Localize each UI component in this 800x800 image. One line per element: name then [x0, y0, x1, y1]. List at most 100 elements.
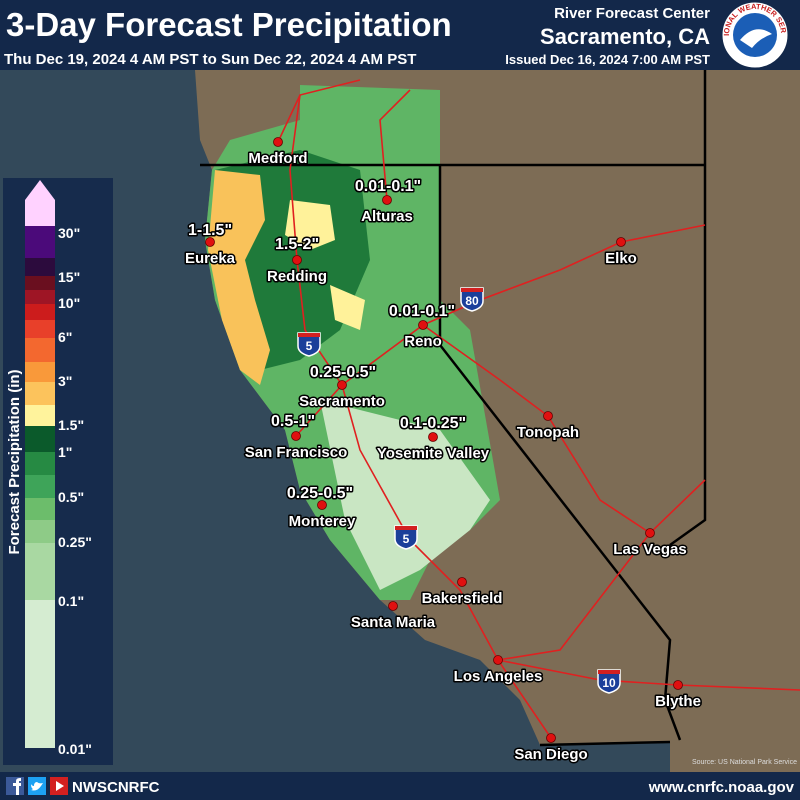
source: Source: US National Park Service [692, 759, 797, 766]
highway-number: 5 [403, 532, 410, 546]
highway-shield [394, 525, 418, 550]
state-borders [200, 70, 707, 747]
subtitle: Thu Dec 19, 2024 4 AM PST to Sun Dec 22,… [4, 51, 416, 68]
city-label: Eureka [185, 250, 236, 267]
legend-label: 0.1" [58, 593, 84, 609]
city-label: Las Vegas [613, 541, 686, 558]
city-dot [205, 237, 215, 247]
legend-band [25, 304, 55, 320]
amount-label: 0.25-0.5" [287, 485, 353, 502]
legend-label: 0.25" [58, 534, 92, 550]
legend-label: 1" [58, 444, 72, 460]
city-dot [291, 431, 301, 441]
legend-title: Forecast Precipitation (in) [6, 369, 23, 554]
city-label: San Diego [514, 746, 587, 763]
legend-band [25, 362, 55, 382]
city-dot [273, 137, 283, 147]
city-dot [337, 380, 347, 390]
legend-band [25, 338, 55, 362]
center: River Forecast Center [554, 5, 710, 22]
highway-shield-top [298, 333, 320, 337]
city-dot [317, 500, 327, 510]
city-dot [543, 411, 553, 421]
city-label: Sacramento [299, 393, 385, 410]
city-dot [388, 601, 398, 611]
legend-band [25, 320, 55, 338]
highway-number: 5 [306, 339, 313, 353]
city-dot [493, 655, 503, 665]
city-label: Bakersfield [422, 590, 503, 607]
legend-band [25, 600, 55, 748]
highway-number: 80 [465, 294, 479, 308]
title: 3-Day Forecast Precipitation [6, 6, 452, 43]
amount-label: 0.01-0.1" [355, 178, 421, 195]
amount-label: 0.25-0.5" [310, 364, 376, 381]
city-dot [616, 237, 626, 247]
city-dot [546, 733, 556, 743]
header-bar [0, 0, 800, 70]
footer-bar [0, 772, 800, 800]
city-label: Los Angeles [454, 668, 543, 685]
amount-label: 1.5-2" [275, 236, 319, 253]
amount-label: 0.5-1" [271, 413, 315, 430]
legend-bar [25, 180, 55, 748]
legend-band [25, 226, 55, 258]
city-label: Reno [404, 333, 442, 350]
legend-band [25, 498, 55, 520]
precip-lightest [320, 400, 490, 590]
legend-band [25, 520, 55, 543]
legend-label: 3" [58, 373, 72, 389]
city-label: Alturas [361, 208, 413, 225]
highway-shield-top [461, 288, 483, 292]
precip-orange [208, 170, 270, 385]
city-dot [292, 255, 302, 265]
city-label: Redding [267, 268, 327, 285]
amount-label: 0.01-0.1" [389, 303, 455, 320]
legend-label: 1.5" [58, 417, 84, 433]
legend-band [25, 426, 55, 452]
legend-band [25, 452, 55, 475]
city-dot [673, 680, 683, 690]
social-icons [6, 777, 68, 795]
legend-band [25, 405, 55, 426]
highway-shield-top [598, 670, 620, 674]
legend-band [25, 382, 55, 405]
highway-shield [460, 287, 484, 312]
amount-label: 0.1-0.25" [400, 415, 466, 432]
legend-label: 0.01" [58, 741, 92, 757]
highway-number: 10 [602, 676, 616, 690]
city-label: Yosemite Valley [377, 445, 490, 462]
city-dot [418, 320, 428, 330]
highway-shield [297, 332, 321, 357]
city-dot [382, 195, 392, 205]
legend-label: 6" [58, 329, 72, 345]
office: Sacramento, CA [540, 24, 710, 49]
legend-label: 10" [58, 295, 80, 311]
legend-panel [3, 178, 113, 765]
legend-label: 15" [58, 269, 80, 285]
issued: Issued Dec 16, 2024 7:00 AM PST [505, 52, 710, 67]
city-label: Elko [605, 250, 637, 267]
legend-band [25, 543, 55, 600]
legend-label: 0.5" [58, 489, 84, 505]
city-label: Medford [248, 150, 307, 167]
legend-band [25, 475, 55, 498]
legend-band [25, 276, 55, 290]
city-label: Tonopah [517, 424, 579, 441]
city-dot [645, 528, 655, 538]
city-label: San Francisco [245, 444, 348, 461]
legend-label: 30" [58, 225, 80, 241]
ocean [0, 70, 670, 772]
city-dot [457, 577, 467, 587]
footer-website: www.cnrfc.noaa.gov [648, 779, 795, 796]
city-dot [428, 432, 438, 442]
city-label: Blythe [655, 693, 701, 710]
precip-yellow [285, 200, 365, 330]
legend-band [25, 258, 55, 276]
legend-band [25, 290, 55, 304]
city-label: Santa Maria [351, 614, 436, 631]
city-label: Monterey [289, 513, 356, 530]
amount-label: 1-1.5" [188, 222, 232, 239]
highway-shield-top [395, 526, 417, 530]
